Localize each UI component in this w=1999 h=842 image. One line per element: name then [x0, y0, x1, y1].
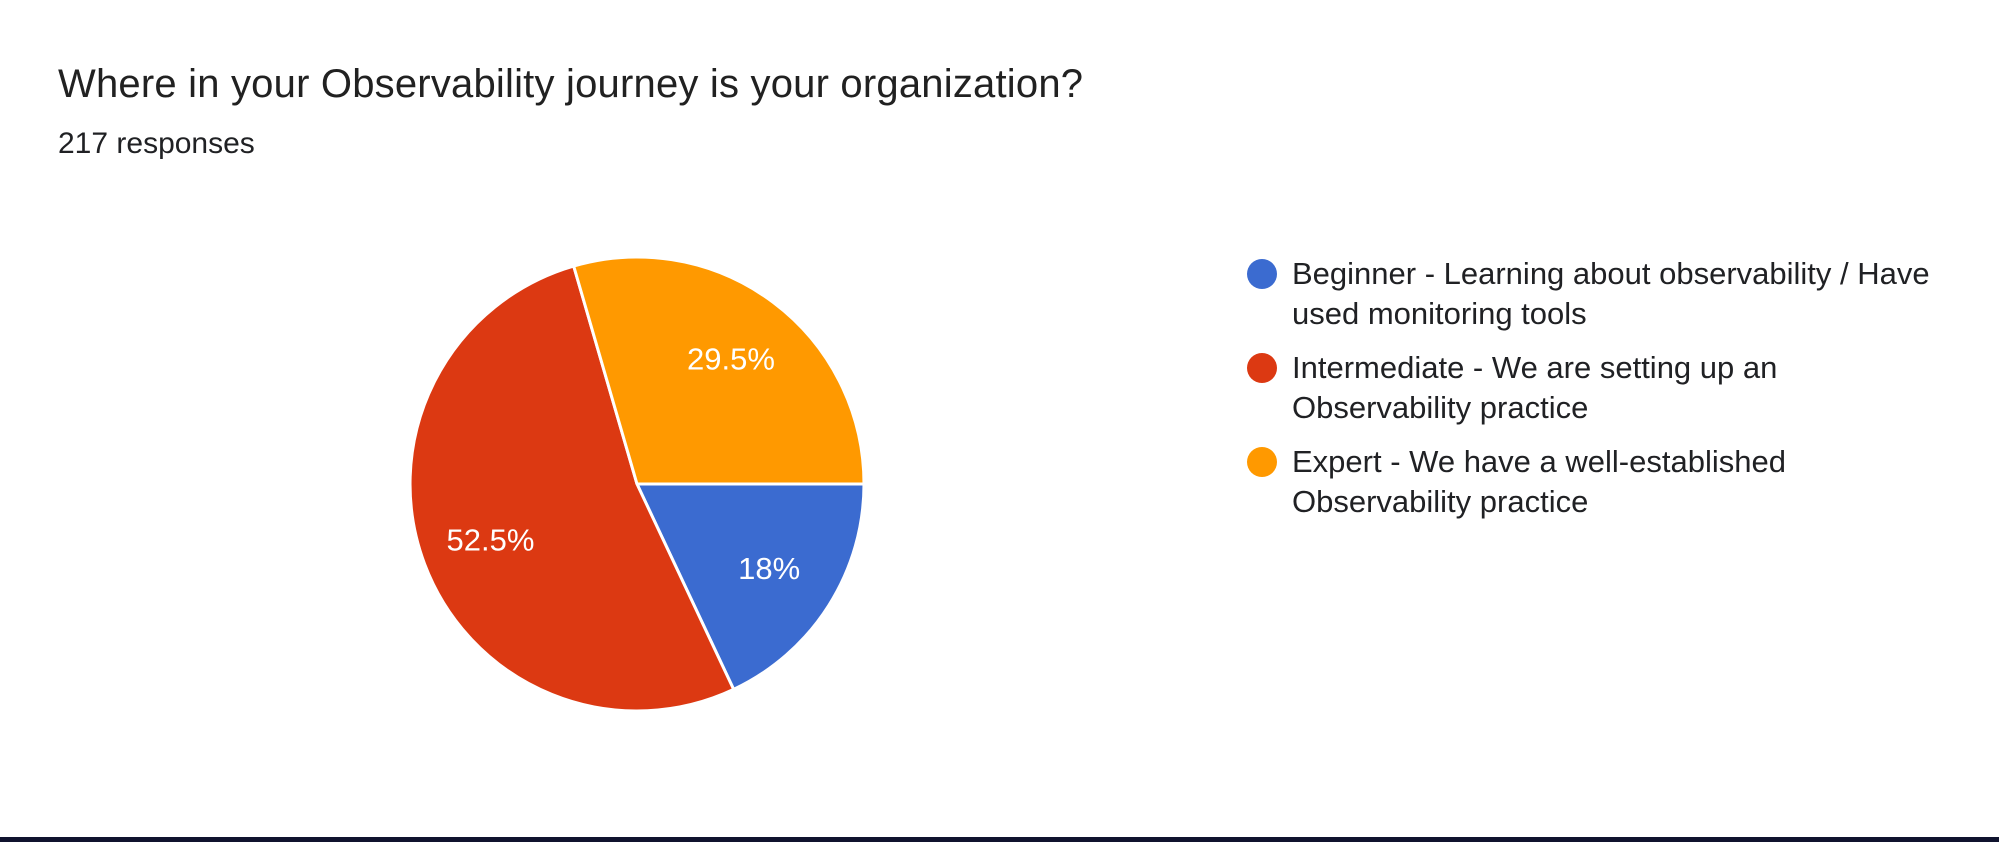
legend-item: Beginner - Learning about observability … — [1247, 254, 1947, 334]
slice-percentage-label: 18% — [738, 551, 800, 586]
bottom-divider-bar — [0, 837, 1999, 842]
legend: Beginner - Learning about observability … — [1247, 254, 1947, 536]
legend-label: Beginner - Learning about observability … — [1292, 256, 1930, 331]
legend-swatch-icon — [1247, 259, 1277, 289]
pie-slice[interactable] — [635, 482, 866, 691]
legend-item: Intermediate - We are setting up an Obse… — [1247, 348, 1947, 428]
legend-item: Expert - We have a well-established Obse… — [1247, 442, 1947, 522]
legend-label: Intermediate - We are setting up an Obse… — [1292, 350, 1778, 425]
question-title: Where in your Observability journey is y… — [58, 62, 1084, 106]
pie-slice[interactable] — [408, 264, 736, 713]
pie-chart-area: 18% 52.5% 29.5% — [402, 249, 872, 719]
slice-percentage-label: 52.5% — [447, 522, 535, 557]
slice-percentage-label: 29.5% — [687, 342, 775, 377]
response-count: 217 responses — [58, 127, 255, 160]
legend-swatch-icon — [1247, 353, 1277, 383]
pie-slice[interactable] — [572, 255, 866, 486]
legend-label: Expert - We have a well-established Obse… — [1292, 444, 1786, 519]
pie-chart: 18% 52.5% 29.5% — [408, 255, 866, 713]
legend-swatch-icon — [1247, 447, 1277, 477]
